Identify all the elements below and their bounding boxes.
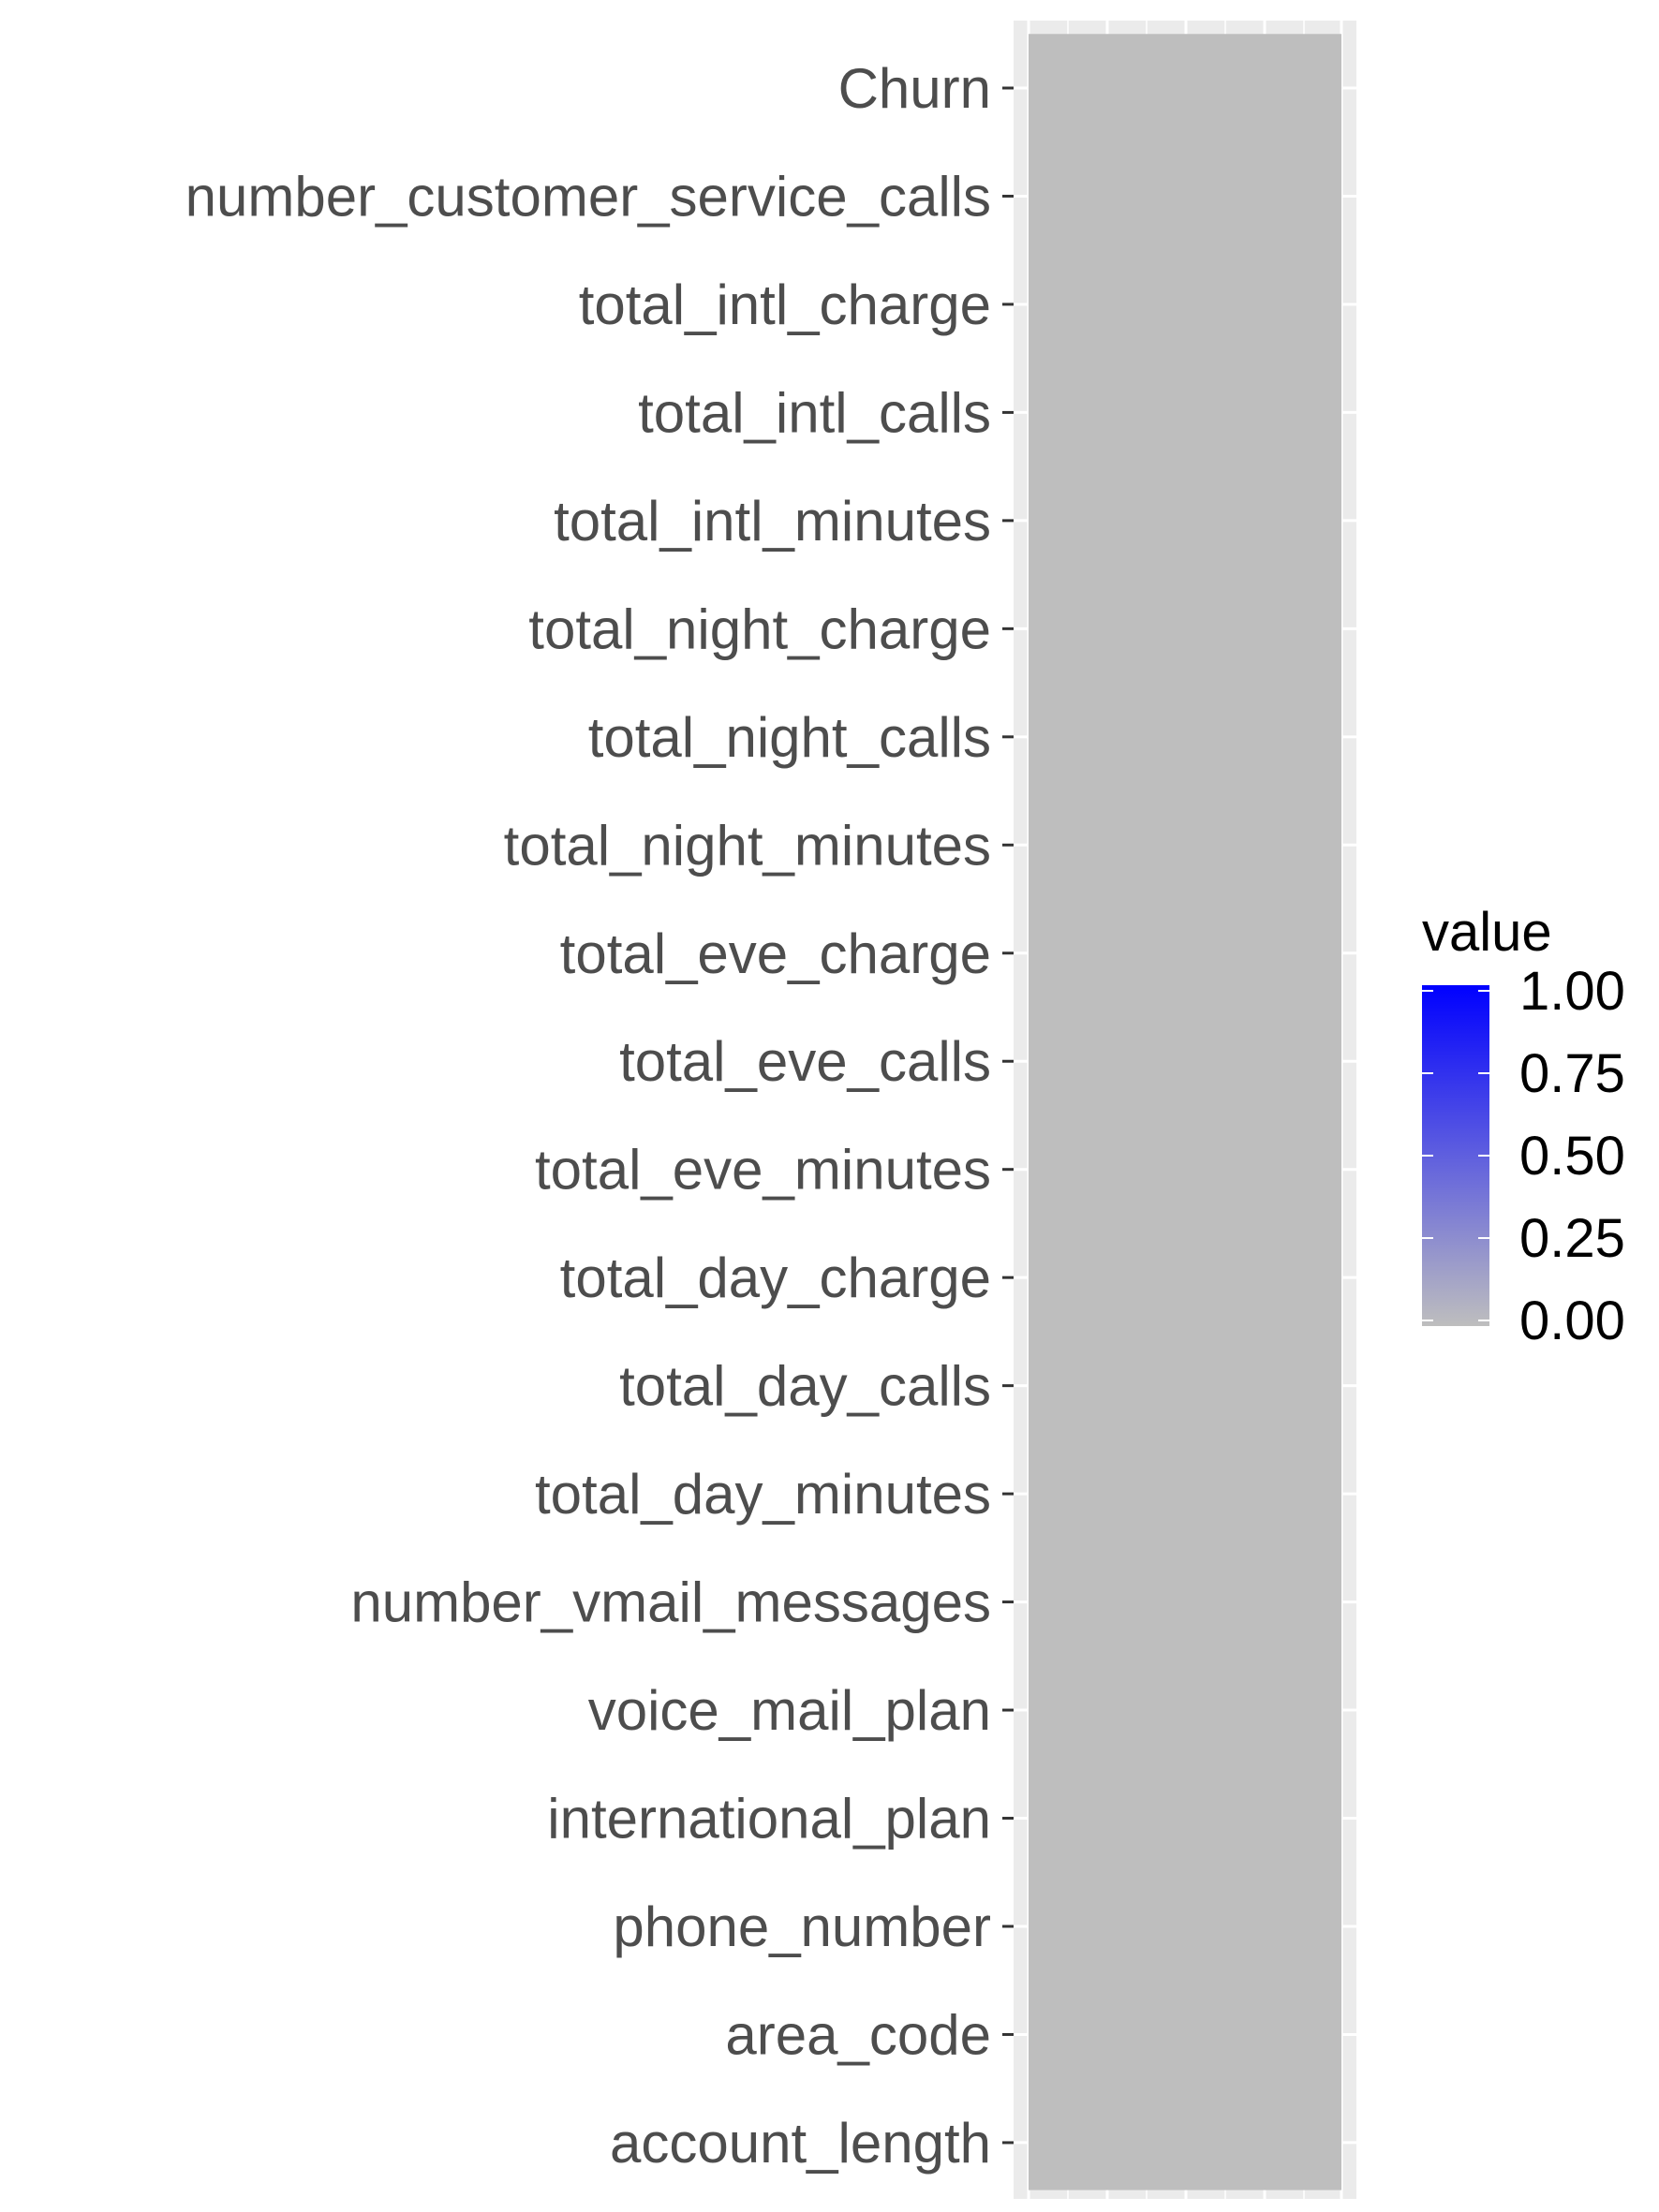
y-tick-label: total_night_minutes (504, 814, 991, 877)
legend-tick-label: 0.00 (1519, 1290, 1625, 1351)
heatmap-tile-total_night_charge (1029, 574, 1341, 684)
legend: value 1.00 0.75 0.50 0.25 0.00 (1422, 902, 1625, 1351)
legend-tick-label: 1.00 (1519, 961, 1625, 1022)
heatmap-tile-total_day_charge (1029, 1223, 1341, 1333)
heatmap-tile-total_eve_charge (1029, 899, 1341, 1009)
legend-title: value (1422, 902, 1552, 963)
heatmap-tile-number_vmail_messages (1029, 1547, 1341, 1657)
heatmap-tile-total_night_calls (1029, 683, 1341, 792)
y-tick-label: total_eve_charge (560, 922, 991, 985)
legend-ticks: 1.00 0.75 0.50 0.25 0.00 (1422, 961, 1625, 1351)
y-tick-label: phone_number (613, 1895, 991, 1958)
heatmap-tile-total_eve_calls (1029, 1007, 1341, 1116)
heatmap-tiles (1029, 34, 1341, 2190)
y-tick-label: international_plan (547, 1788, 991, 1851)
y-tick-label: area_code (725, 2003, 991, 2066)
heatmap-tile-total_intl_charge (1029, 250, 1341, 360)
y-tick-label: total_day_calls (619, 1355, 991, 1418)
y-tick-label: total_day_minutes (535, 1463, 991, 1526)
heatmap-tile-total_day_minutes (1029, 1439, 1341, 1549)
heatmap-tile-total_intl_minutes (1029, 466, 1341, 576)
y-tick-label: total_intl_minutes (554, 490, 991, 553)
y-tick-label: total_eve_minutes (535, 1139, 991, 1202)
heatmap-tile-total_day_calls (1029, 1331, 1341, 1440)
y-tick-label: number_vmail_messages (350, 1571, 991, 1634)
legend-tick-label: 0.50 (1519, 1126, 1625, 1187)
heatmap-tile-total_night_minutes (1029, 790, 1341, 900)
y-tick-label: total_night_calls (588, 706, 991, 769)
heatmap-tile-account_length (1029, 2088, 1341, 2190)
legend-tick-label: 0.75 (1519, 1043, 1625, 1104)
y-tick-label: total_day_charge (560, 1246, 991, 1309)
heatmap-tile-phone_number (1029, 1872, 1341, 1982)
heatmap-tile-total_eve_minutes (1029, 1114, 1341, 1225)
legend-tick-label: 0.25 (1519, 1208, 1625, 1269)
y-tick-label: total_intl_calls (638, 381, 991, 444)
y-tick-label: number_customer_service_calls (185, 165, 991, 228)
heatmap-tile-total_intl_calls (1029, 358, 1341, 467)
heatmap-tile-voice_mail_plan (1029, 1656, 1341, 1765)
y-tick-label: total_night_charge (528, 597, 991, 660)
y-tick-label: Churn (838, 57, 991, 120)
heatmap-tile-area_code (1029, 1980, 1341, 2089)
y-tick-label: total_intl_charge (579, 273, 991, 336)
heatmap-tile-international_plan (1029, 1763, 1341, 1873)
heatmap-tile-number_customer_service_calls (1029, 141, 1341, 251)
y-tick-label: total_eve_calls (619, 1030, 991, 1093)
y-tick-label: account_length (610, 2112, 991, 2175)
y-tick-label: voice_mail_plan (588, 1679, 991, 1742)
heatmap-tile-Churn (1029, 34, 1341, 143)
y-axis: Churn number_customer_service_calls total_… (185, 57, 1014, 2175)
